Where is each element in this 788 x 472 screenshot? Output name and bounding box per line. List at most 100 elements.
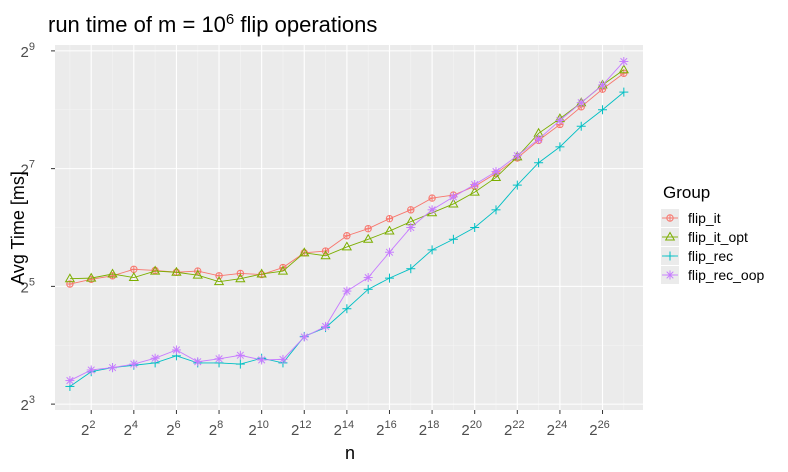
y-tick-label: 29 bbox=[21, 41, 35, 61]
x-tick-label: 26 bbox=[166, 419, 180, 439]
x-tick-exponent: 24 bbox=[555, 419, 567, 431]
data-point bbox=[470, 223, 480, 232]
marker-stroke bbox=[666, 271, 674, 279]
x-tick-exponent: 20 bbox=[470, 419, 482, 431]
data-point bbox=[128, 272, 139, 282]
marker-stroke bbox=[321, 322, 330, 331]
data-point bbox=[86, 272, 97, 282]
data-point bbox=[618, 64, 629, 74]
x-tick-base: 2 bbox=[166, 422, 174, 439]
marker-stroke bbox=[492, 167, 500, 176]
marker-stroke bbox=[577, 99, 585, 107]
marker-stroke bbox=[513, 152, 521, 160]
data-point bbox=[257, 355, 267, 365]
data-point bbox=[534, 134, 544, 144]
data-point bbox=[107, 268, 118, 278]
marker-stroke bbox=[471, 180, 479, 189]
data-point bbox=[448, 192, 458, 202]
data-point bbox=[65, 376, 75, 386]
marker-stroke bbox=[598, 81, 607, 89]
x-axis: 22 24 26 28 210 212 214 216 218 220 222 224 226 bbox=[81, 410, 610, 439]
data-point bbox=[86, 365, 96, 375]
x-tick-label: 224 bbox=[547, 419, 568, 439]
data-point bbox=[343, 232, 351, 240]
data-point bbox=[428, 194, 436, 202]
data-point bbox=[214, 354, 224, 364]
data-point bbox=[448, 234, 458, 244]
y-tick-base: 2 bbox=[21, 162, 29, 179]
data-point bbox=[619, 87, 629, 97]
marker-triangle bbox=[235, 273, 246, 283]
data-point bbox=[406, 223, 416, 232]
legend-item-flip-it-opt: flip_it_opt bbox=[661, 228, 748, 246]
data-point bbox=[235, 273, 246, 283]
marker-stroke bbox=[257, 356, 266, 364]
marker-stroke bbox=[449, 193, 458, 201]
x-tick-exponent: 10 bbox=[257, 419, 269, 431]
data-point bbox=[342, 304, 352, 314]
data-point bbox=[427, 245, 437, 255]
x-tick-base: 2 bbox=[124, 422, 132, 439]
series-line bbox=[69, 69, 625, 283]
data-point bbox=[342, 286, 352, 296]
legend-key-marker bbox=[666, 214, 674, 222]
y-tick-exponent: 9 bbox=[29, 41, 35, 53]
legend-item-flip-it: flip_it bbox=[661, 209, 721, 227]
marker-triangle bbox=[192, 269, 203, 279]
x-tick-label: 216 bbox=[376, 419, 397, 439]
y-tick-label: 23 bbox=[21, 394, 35, 414]
marker-triangle bbox=[363, 233, 374, 243]
data-point bbox=[235, 359, 245, 369]
y-tick-base: 2 bbox=[21, 279, 29, 296]
marker-triangle bbox=[664, 231, 676, 241]
marker-stroke bbox=[364, 273, 372, 282]
data-point bbox=[598, 80, 608, 90]
data-point bbox=[555, 142, 565, 152]
marker-stroke bbox=[236, 351, 245, 359]
data-point bbox=[470, 180, 480, 190]
data-point bbox=[534, 158, 544, 168]
x-tick-label: 226 bbox=[589, 419, 610, 439]
marker-stroke bbox=[407, 223, 415, 232]
marker-triangle bbox=[384, 225, 395, 235]
x-tick-exponent: 18 bbox=[427, 419, 439, 431]
data-point bbox=[407, 206, 415, 214]
x-tick-exponent: 14 bbox=[342, 419, 354, 431]
legend-label: flip_rec_oop bbox=[688, 267, 764, 283]
title-rest: flip operations bbox=[234, 12, 377, 37]
marker-triangle bbox=[320, 250, 331, 260]
marker-stroke bbox=[215, 355, 223, 363]
data-point bbox=[363, 284, 373, 294]
data-point bbox=[192, 269, 203, 279]
data-point bbox=[149, 265, 161, 275]
marker-stroke bbox=[556, 116, 564, 125]
data-point bbox=[278, 354, 288, 364]
data-point bbox=[406, 264, 416, 274]
data-point bbox=[299, 332, 309, 342]
data-point bbox=[491, 167, 501, 177]
marker-stroke bbox=[151, 354, 159, 362]
x-tick-base: 2 bbox=[81, 422, 89, 439]
x-tick-base: 2 bbox=[334, 422, 342, 439]
x-tick-label: 24 bbox=[124, 419, 138, 439]
legend-item-flip-rec: flip_rec bbox=[661, 247, 733, 265]
data-point bbox=[299, 247, 310, 257]
data-point bbox=[213, 276, 225, 286]
x-tick-label: 222 bbox=[504, 419, 525, 439]
x-tick-base: 2 bbox=[376, 422, 384, 439]
x-tick-exponent: 2 bbox=[89, 419, 95, 431]
data-point bbox=[491, 205, 501, 215]
data-point bbox=[320, 250, 331, 260]
legend-key-marker bbox=[665, 251, 675, 261]
x-tick-base: 2 bbox=[504, 422, 512, 439]
data-point bbox=[576, 98, 586, 108]
marker-triangle bbox=[341, 241, 353, 251]
data-point bbox=[469, 186, 480, 196]
marker-stroke bbox=[620, 57, 628, 66]
data-point bbox=[193, 357, 203, 367]
data-point bbox=[363, 233, 374, 243]
y-tick-exponent: 5 bbox=[29, 276, 35, 288]
marker-stroke bbox=[279, 355, 287, 364]
